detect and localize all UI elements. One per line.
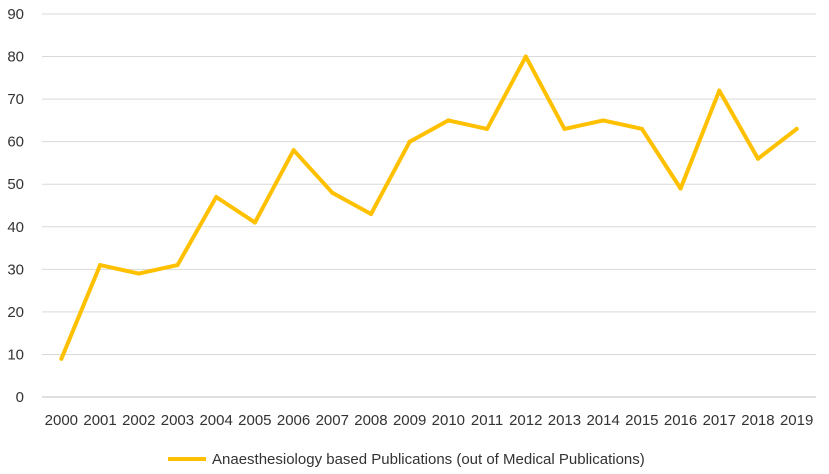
legend-label-series-1: Anaesthesiology based Publications (out … (212, 451, 645, 468)
x-tick-label-2017: 2017 (703, 412, 736, 429)
y-tick-label-20: 20 (7, 304, 24, 321)
x-tick-label-2008: 2008 (354, 412, 387, 429)
data-point-2007 (330, 190, 335, 195)
data-point-2011 (485, 126, 490, 131)
series-group (59, 54, 799, 361)
y-tick-label-0: 0 (16, 389, 24, 406)
x-tick-label-2009: 2009 (393, 412, 426, 429)
data-point-2002 (136, 271, 141, 276)
y-tick-label-90: 90 (7, 6, 24, 23)
y-tick-label-40: 40 (7, 219, 24, 236)
x-tick-label-2001: 2001 (83, 412, 116, 429)
x-tick-label-2012: 2012 (509, 412, 542, 429)
y-tick-label-30: 30 (7, 261, 24, 278)
data-point-2015 (639, 126, 644, 131)
x-tick-label-2014: 2014 (586, 412, 619, 429)
gridlines (42, 13, 816, 398)
y-tick-label-50: 50 (7, 176, 24, 193)
data-point-2009 (407, 139, 412, 144)
x-tick-label-2011: 2011 (471, 412, 503, 429)
x-tick-label-2015: 2015 (625, 412, 658, 429)
y-axis-tick-labels: 0 10 20 30 40 50 60 70 80 90 (7, 6, 24, 406)
data-point-2004 (214, 194, 219, 199)
data-point-2008 (368, 212, 373, 217)
data-point-2003 (175, 263, 180, 268)
x-tick-label-2010: 2010 (432, 412, 465, 429)
y-tick-label-60: 60 (7, 134, 24, 151)
x-tick-label-2002: 2002 (122, 412, 155, 429)
data-point-2005 (252, 220, 257, 225)
x-tick-label-2013: 2013 (548, 412, 581, 429)
x-tick-label-2006: 2006 (277, 412, 310, 429)
x-tick-label-2005: 2005 (238, 412, 271, 429)
data-point-2012 (523, 54, 528, 59)
data-point-2017 (717, 88, 722, 93)
data-point-2006 (291, 148, 296, 153)
x-tick-label-2003: 2003 (161, 412, 194, 429)
data-point-2018 (755, 156, 760, 161)
data-point-2014 (601, 118, 606, 123)
x-tick-label-2004: 2004 (199, 412, 232, 429)
data-point-2010 (446, 118, 451, 123)
y-tick-label-70: 70 (7, 91, 24, 108)
x-tick-label-2019: 2019 (780, 412, 813, 429)
y-tick-label-10: 10 (7, 346, 24, 363)
legend: Anaesthesiology based Publications (out … (168, 451, 645, 468)
x-tick-label-2018: 2018 (741, 412, 774, 429)
x-axis-tick-labels: 2000 2001 2002 2003 2004 2005 2006 2007 2008 2009… (45, 412, 814, 429)
y-tick-label-80: 80 (7, 49, 24, 66)
x-tick-label-2007: 2007 (316, 412, 349, 429)
x-tick-label-2000: 2000 (45, 412, 78, 429)
series-line-1 (59, 54, 799, 361)
data-point-2001 (98, 263, 103, 268)
data-point-2013 (562, 126, 567, 131)
x-tick-label-2016: 2016 (664, 412, 697, 429)
data-point-2019 (794, 126, 799, 131)
data-point-2016 (678, 186, 683, 191)
data-point-2000 (59, 356, 64, 361)
